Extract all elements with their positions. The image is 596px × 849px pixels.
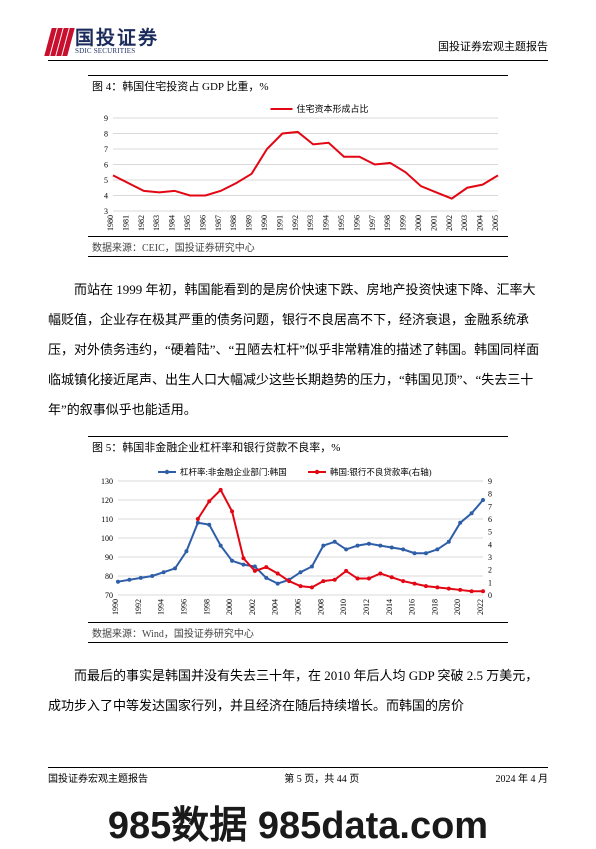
svg-text:8: 8 xyxy=(104,130,108,139)
svg-text:2005: 2005 xyxy=(491,215,500,231)
page-footer: 国投证券宏观主题报告 第 5 页，共 44 页 2024 年 4 月 xyxy=(48,767,548,785)
watermark: 985数据 985data.com xyxy=(0,794,596,849)
svg-text:1998: 1998 xyxy=(202,599,211,615)
svg-text:2006: 2006 xyxy=(294,599,303,615)
svg-text:1998: 1998 xyxy=(383,215,392,231)
logo-en: SDIC SECURITIES xyxy=(75,48,159,55)
svg-text:1996: 1996 xyxy=(352,215,361,231)
svg-text:2004: 2004 xyxy=(476,215,485,231)
page-header: 国投证券 SDIC SECURITIES 国投证券宏观主题报告 xyxy=(0,0,596,60)
svg-text:2001: 2001 xyxy=(429,215,438,231)
svg-text:2016: 2016 xyxy=(408,599,417,615)
svg-text:3: 3 xyxy=(488,553,492,562)
logo-text: 国投证券 SDIC SECURITIES xyxy=(75,29,159,55)
svg-text:1992: 1992 xyxy=(291,215,300,231)
svg-text:2000: 2000 xyxy=(414,215,423,231)
svg-text:7: 7 xyxy=(488,503,492,512)
logo-mark xyxy=(48,28,71,56)
figure-4-source: 数据来源：CEIC，国投证券研究中心 xyxy=(88,236,508,257)
figure-5-chart: 70 80 90 100 110 120 130 0 1 2 3 4 5 6 7 8 9 1990 1992 1994… xyxy=(88,457,508,622)
footer-left: 国投证券宏观主题报告 xyxy=(48,770,148,785)
figure-5-source: 数据来源：Wind，国投证券研究中心 xyxy=(88,622,508,643)
svg-text:2018: 2018 xyxy=(430,599,439,615)
svg-text:1995: 1995 xyxy=(337,215,346,231)
footer-right: 2024 年 4 月 xyxy=(496,770,549,785)
svg-text:2004: 2004 xyxy=(271,599,280,615)
svg-text:1987: 1987 xyxy=(214,215,223,231)
svg-text:1984: 1984 xyxy=(168,215,177,231)
svg-text:90: 90 xyxy=(105,553,113,562)
svg-text:2008: 2008 xyxy=(316,599,325,615)
figure-5-title: 图 5：韩国非金融企业杠杆率和银行贷款不良率，% xyxy=(88,436,508,457)
svg-text:2: 2 xyxy=(488,566,492,575)
svg-text:5: 5 xyxy=(104,176,108,185)
svg-text:1994: 1994 xyxy=(157,599,166,615)
svg-text:110: 110 xyxy=(101,515,113,524)
svg-text:1996: 1996 xyxy=(179,599,188,615)
svg-text:杠杆率:非金融企业部门:韩国: 杠杆率:非金融企业部门:韩国 xyxy=(180,467,287,477)
logo-cn: 国投证券 xyxy=(75,29,159,48)
svg-text:2012: 2012 xyxy=(362,599,371,615)
svg-text:1983: 1983 xyxy=(152,215,161,231)
svg-text:1988: 1988 xyxy=(229,215,238,231)
svg-text:1990: 1990 xyxy=(260,215,269,231)
svg-text:80: 80 xyxy=(105,572,113,581)
svg-text:1990: 1990 xyxy=(111,599,120,615)
svg-text:2022: 2022 xyxy=(476,599,485,615)
figure-4-block: 图 4：韩国住宅投资占 GDP 比重，% 3 4 5 6 7 8 9 1980 1981 1982… xyxy=(88,75,508,257)
paragraph-1: 而站在 1999 年初，韩国能看到的是房价快速下跌、房地产投资快速下降、汇率大幅… xyxy=(48,275,548,424)
svg-text:2010: 2010 xyxy=(339,599,348,615)
svg-text:1993: 1993 xyxy=(306,215,315,231)
svg-text:9: 9 xyxy=(104,114,108,123)
svg-text:9: 9 xyxy=(488,477,492,486)
header-subtitle: 国投证券宏观主题报告 xyxy=(438,38,548,56)
svg-text:5: 5 xyxy=(488,528,492,537)
svg-text:70: 70 xyxy=(105,591,113,600)
figure-5-block: 图 5：韩国非金融企业杠杆率和银行贷款不良率，% 708090100110120… xyxy=(88,436,508,643)
svg-text:1992: 1992 xyxy=(134,599,143,615)
svg-text:1986: 1986 xyxy=(198,215,207,231)
svg-text:4: 4 xyxy=(488,541,492,550)
figure-4-chart: 3 4 5 6 7 8 9 1980 1981 1982 1983 1984 1985 1986 1987 1… xyxy=(88,96,508,236)
svg-text:韩国:银行不良贷款率(右轴): 韩国:银行不良贷款率(右轴) xyxy=(330,467,432,477)
svg-text:1991: 1991 xyxy=(275,215,284,231)
page-content: 图 4：韩国住宅投资占 GDP 比重，% 3456789198019811982… xyxy=(0,61,596,721)
svg-text:6: 6 xyxy=(104,161,108,170)
svg-text:120: 120 xyxy=(101,496,113,505)
svg-text:1994: 1994 xyxy=(322,215,331,231)
svg-text:3: 3 xyxy=(104,207,108,216)
svg-text:1997: 1997 xyxy=(368,215,377,231)
footer-center: 第 5 页，共 44 页 xyxy=(284,770,359,785)
svg-text:1981: 1981 xyxy=(121,215,130,231)
svg-text:住宅资本形成占比: 住宅资本形成占比 xyxy=(297,103,369,114)
svg-text:2003: 2003 xyxy=(460,215,469,231)
svg-text:2002: 2002 xyxy=(445,215,454,231)
paragraph-2: 而最后的事实是韩国并没有失去三十年，在 2010 年后人均 GDP 突破 2.5… xyxy=(48,661,548,721)
svg-text:1982: 1982 xyxy=(137,215,146,231)
svg-text:2000: 2000 xyxy=(225,599,234,615)
svg-text:1999: 1999 xyxy=(399,215,408,231)
company-logo: 国投证券 SDIC SECURITIES xyxy=(48,28,159,56)
figure-4-title: 图 4：韩国住宅投资占 GDP 比重，% xyxy=(88,75,508,96)
svg-text:6: 6 xyxy=(488,515,492,524)
svg-text:1: 1 xyxy=(488,579,492,588)
svg-text:100: 100 xyxy=(101,534,113,543)
svg-text:7: 7 xyxy=(104,145,108,154)
svg-text:1989: 1989 xyxy=(245,215,254,231)
svg-text:4: 4 xyxy=(104,192,108,201)
svg-text:1980: 1980 xyxy=(106,215,115,231)
svg-text:1985: 1985 xyxy=(183,215,192,231)
svg-text:2020: 2020 xyxy=(453,599,462,615)
svg-text:2014: 2014 xyxy=(385,599,394,615)
svg-text:0: 0 xyxy=(488,591,492,600)
svg-text:8: 8 xyxy=(488,490,492,499)
svg-text:130: 130 xyxy=(101,477,113,486)
svg-text:2002: 2002 xyxy=(248,599,257,615)
